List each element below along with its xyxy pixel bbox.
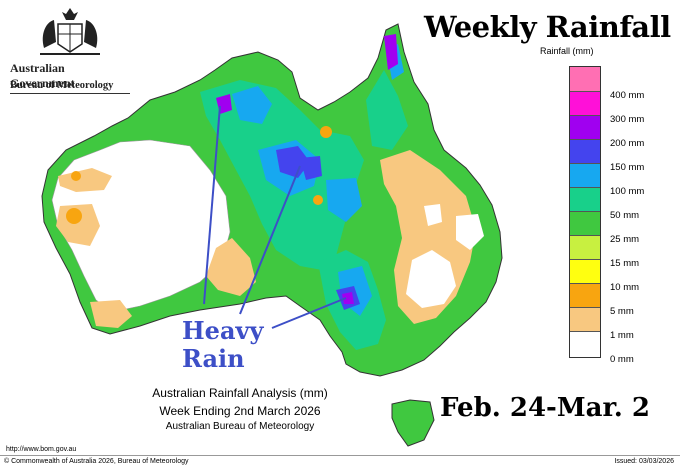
legend-swatch-11 <box>570 331 600 357</box>
legend-label-9: 5 mm <box>610 306 634 317</box>
band-200mm-c <box>342 292 354 304</box>
legend-swatch-5 <box>570 187 600 211</box>
coat-of-arms-emblem <box>40 8 100 55</box>
annotation-arrow-2 <box>239 165 301 315</box>
patch-5mm-c <box>320 126 332 138</box>
annotation-heavy: Heavy <box>182 316 264 345</box>
dry-zone-east <box>406 250 456 308</box>
dry-zone-ne <box>424 204 442 226</box>
band-100mm-c <box>326 178 362 222</box>
legend-label-7: 15 mm <box>610 258 640 269</box>
legend-label-5: 50 mm <box>610 210 640 221</box>
legend-label-2: 200 mm <box>610 138 645 149</box>
legend-label-11: 0 mm <box>610 354 634 365</box>
footer-issued: Issued: 03/03/2026 <box>614 458 674 465</box>
analysis-title: Australian Rainfall Analysis (mm) <box>152 386 328 400</box>
legend-swatch-2 <box>570 115 600 139</box>
legend-title: Rainfall (mm) <box>540 46 594 56</box>
band-150mm-a <box>276 146 310 178</box>
government-name: Australian Government <box>10 61 130 94</box>
footer-copyright: © Commonwealth of Australia 2026, Bureau… <box>4 458 189 465</box>
legend-swatch-8 <box>570 259 600 283</box>
legend-swatch-1 <box>570 91 600 115</box>
legend-label-4: 100 mm <box>610 186 645 197</box>
legend-swatch-10 <box>570 307 600 331</box>
legend-swatch-9 <box>570 283 600 307</box>
legend-label-1: 300 mm <box>610 114 645 125</box>
annotation-arrow-3 <box>271 297 347 329</box>
analysis-bureau: Australian Bureau of Meteorology <box>165 421 315 432</box>
annotation-rain: Rain <box>182 344 245 373</box>
legend-label-8: 10 mm <box>610 282 640 293</box>
band-50mm-qld <box>366 70 408 150</box>
legend-swatch-7 <box>570 235 600 259</box>
analysis-week: Week Ending 2nd March 2026 <box>159 404 321 418</box>
tasmania <box>391 399 435 447</box>
band-100mm-a <box>232 86 272 124</box>
patch-1mm-south <box>90 300 132 328</box>
patch-1mm-bight <box>206 238 256 296</box>
legend-label-10: 1 mm <box>610 330 634 341</box>
bureau-name: Bureau of Meteorology <box>10 80 114 91</box>
legend-swatch-0 <box>570 67 600 91</box>
patch-5mm-a <box>66 208 82 224</box>
footer-url[interactable]: http://www.bom.gov.au <box>6 446 77 453</box>
legend-label-3: 150 mm <box>610 162 645 173</box>
legend-swatch-6 <box>570 211 600 235</box>
legend-label-6: 25 mm <box>610 234 640 245</box>
patch-5mm-b <box>71 171 81 181</box>
patch-5mm-d <box>313 195 323 205</box>
date-range: Feb. 24-Mar. 2 <box>440 393 650 423</box>
footer-divider <box>0 455 680 456</box>
band-200mm-b <box>384 34 398 70</box>
legend-swatch-4 <box>570 163 600 187</box>
dry-zone-east-2 <box>456 214 484 250</box>
annotation-arrow-1 <box>203 105 221 305</box>
legend-label-0: 400 mm <box>610 90 645 101</box>
legend-color-scale <box>569 66 601 358</box>
legend-swatch-3 <box>570 139 600 163</box>
map-title: Weekly Rainfall <box>424 10 671 44</box>
band-150mm-b <box>300 156 322 180</box>
